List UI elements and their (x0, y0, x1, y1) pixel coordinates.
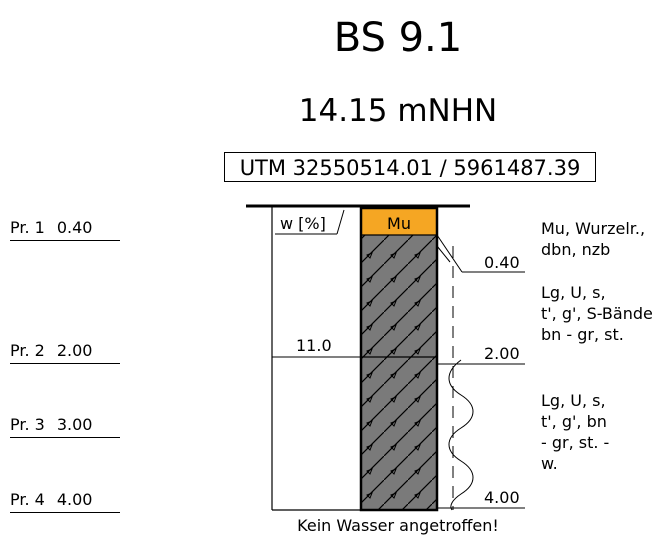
description-line: Lg, U, s, (541, 391, 606, 410)
sample-depth: 2.00 (56, 341, 93, 360)
groundwater-note: Kein Wasser angetroffen! (297, 516, 499, 535)
description-line: bn - gr, st. (541, 325, 624, 344)
sample-depth: 0.40 (56, 218, 93, 237)
sample-depth: 4.00 (56, 490, 93, 509)
water-axis-label-slash (336, 209, 345, 235)
description-line: w. (541, 454, 558, 473)
borehole-title: BS 9.1 (333, 15, 463, 61)
boundary-depth-label: 2.00 (484, 344, 520, 363)
layer-lg-lower (361, 357, 437, 510)
borehole-column-border (359, 206, 439, 512)
sample-depth: 3.00 (56, 415, 93, 434)
layer-mu (361, 208, 437, 235)
sample-marker: Pr. 4 4.00 (10, 490, 120, 513)
sample-label: Pr. 3 (10, 415, 45, 434)
water-content-value: 11.0 (296, 336, 332, 355)
layer-lg-upper (361, 235, 437, 357)
elevation-label: 14.15 mNHN (298, 93, 498, 129)
water-content-axis-label: w [%] (280, 214, 326, 233)
sample-marker: Pr. 1 0.40 (10, 218, 120, 241)
sample-label: Pr. 4 (10, 490, 45, 509)
utm-coordinates-box: UTM 32550514.01 / 5961487.39 (224, 152, 596, 182)
description-line: Lg, U, s, (541, 283, 606, 302)
layer-description: Mu, Wurzelr., dbn, nzb (541, 218, 645, 260)
layer-code-mu: Mu (387, 214, 411, 233)
layer-description: Lg, U, s, t', g', bn - gr, st. - w. (541, 390, 609, 474)
description-line: Mu, Wurzelr., (541, 219, 646, 238)
boundary-depth-label: 0.40 (484, 253, 520, 272)
description-line: dbn, nzb (541, 240, 611, 259)
description-line: t', g', S-Bände (541, 304, 653, 323)
sample-label: Pr. 1 (10, 218, 45, 237)
layer-description: Lg, U, s, t', g', S-Bände bn - gr, st. (541, 282, 653, 345)
sample-label: Pr. 2 (10, 341, 45, 360)
sample-marker: Pr. 2 2.00 (10, 341, 120, 364)
wavy-boundary-line (448, 359, 474, 511)
depth-leader (436, 234, 463, 273)
description-line: - gr, st. - (541, 433, 610, 452)
boundary-depth-label: 4.00 (484, 488, 520, 507)
consistency-slash (436, 245, 451, 263)
description-line: t', g', bn (541, 412, 607, 431)
sample-marker: Pr. 3 3.00 (10, 415, 120, 438)
